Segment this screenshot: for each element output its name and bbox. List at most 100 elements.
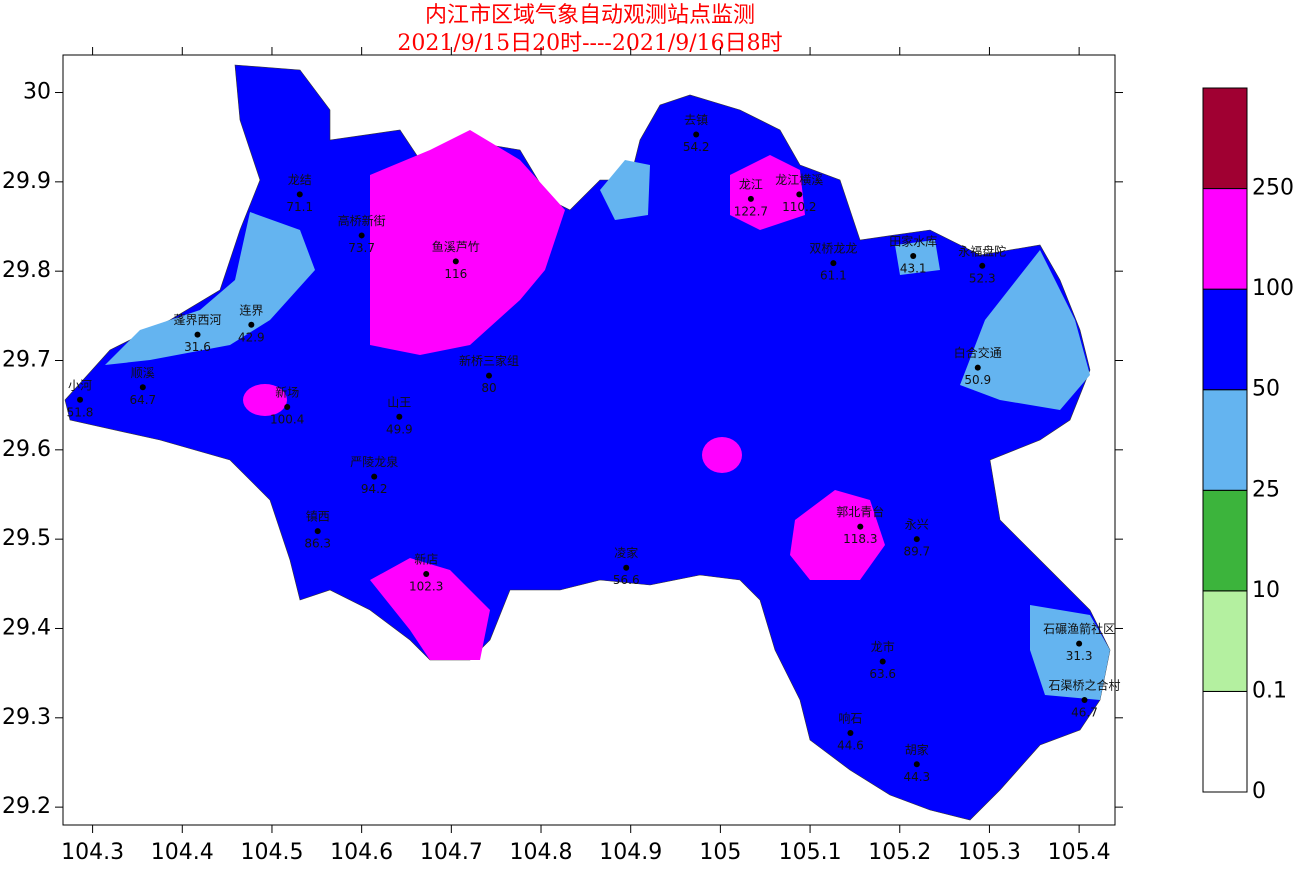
station-dot (423, 570, 430, 577)
legend-label: 10 (1252, 578, 1280, 603)
station-value: 89.7 (903, 545, 930, 559)
station-name: 小河 (68, 378, 92, 392)
station-dot (693, 131, 700, 138)
station-value: 50.9 (964, 373, 991, 387)
legend-swatch (1202, 590, 1248, 692)
station-dot (879, 658, 886, 665)
station-dot (248, 321, 255, 328)
x-tick-label: 104.9 (599, 840, 662, 865)
station-name: 龙江 (739, 177, 763, 191)
legend-label: 0 (1252, 779, 1266, 804)
color-legend: 0 0.1 10 25 50 100 250 (1202, 87, 1294, 804)
station-name: 郭北青台 (836, 504, 884, 519)
station-name: 镇西 (306, 510, 330, 524)
station-value: 118.3 (843, 532, 877, 546)
station-value: 49.9 (386, 422, 413, 436)
y-tick-label: 29.9 (2, 169, 51, 194)
legend-label: 0.1 (1252, 678, 1287, 703)
station-value: 31.3 (1066, 649, 1093, 663)
x-tick-label: 104.7 (420, 840, 483, 865)
region-25-50 (895, 240, 940, 275)
x-tick-label: 105.1 (779, 840, 842, 865)
station-value: 122.7 (734, 204, 768, 218)
region-25-50 (105, 212, 315, 365)
rain-fields (64, 64, 1111, 821)
station-name: 石碾渔箭社区 (1043, 621, 1115, 636)
station-name: 高桥新街 (338, 213, 386, 228)
y-tick-label: 29.5 (2, 526, 51, 551)
station-name: 凌家 (614, 545, 638, 560)
station-dot (847, 729, 854, 736)
region-25-50 (600, 160, 650, 220)
station-dot (194, 331, 201, 338)
station-value: 56.6 (613, 573, 640, 587)
x-tick-label: 104.4 (151, 840, 214, 865)
legend-label: 100 (1252, 276, 1294, 301)
station-dot (913, 536, 920, 543)
station-name: 顺溪 (131, 366, 155, 380)
x-tick-label: 104.3 (61, 840, 124, 865)
y-tick-label: 29.2 (2, 794, 51, 819)
station-value: 51.8 (67, 405, 94, 419)
station-value: 63.6 (869, 667, 896, 681)
station-dot (296, 191, 303, 198)
station-dot (747, 195, 754, 202)
station-value: 54.2 (683, 140, 710, 154)
station-value: 86.3 (304, 537, 331, 551)
y-tick-label: 29.6 (2, 437, 51, 462)
station-name: 石渠桥之合村 (1048, 677, 1120, 692)
station-dot (979, 262, 986, 269)
station-value: 100.4 (270, 412, 304, 426)
legend-label: 250 (1252, 176, 1294, 201)
station-value: 80 (481, 381, 496, 395)
station-dot (284, 403, 291, 410)
station-name: 蓬界西河 (174, 313, 222, 327)
station-name: 永福盘陀 (958, 243, 1006, 258)
station-name: 白合交通 (954, 345, 1002, 360)
title-line: 内江市区域气象自动观测站点监测 (425, 3, 755, 28)
y-tick-label: 29.3 (2, 705, 51, 730)
station-name: 永兴 (905, 518, 929, 532)
y-tick-label: 29.7 (2, 347, 51, 372)
station-name: 龙市 (871, 639, 895, 654)
region-50-100 (64, 64, 1111, 821)
station-name: 严陵龙泉 (350, 455, 398, 469)
station-value: 110.2 (782, 200, 816, 214)
station-dot (371, 473, 378, 480)
station-value: 44.3 (903, 770, 930, 784)
station-value: 46.7 (1071, 705, 1098, 719)
station-name: 龙江横溪 (775, 173, 823, 187)
region-100-250 (243, 384, 287, 416)
region-100-250 (730, 155, 805, 230)
x-tick-label: 104.8 (510, 840, 573, 865)
station-value: 73.7 (348, 241, 375, 255)
station-value: 44.6 (837, 738, 864, 752)
station-name: 新店 (414, 551, 438, 566)
y-tick-label: 29.4 (2, 615, 51, 640)
station-dot (910, 252, 917, 259)
legend-swatch (1202, 288, 1248, 391)
station-dot (139, 384, 146, 391)
y-tick-label: 29.8 (2, 258, 51, 283)
station-name: 新场 (275, 384, 299, 399)
station-name: 响石 (838, 710, 862, 725)
station-value: 94.2 (361, 482, 388, 496)
plot-layer: 104.3 104.4 104.5 104.6 104.7 104.8 104.9 105 10… (2, 47, 1123, 865)
station-value: 43.1 (900, 261, 927, 275)
region-100-250 (370, 130, 565, 355)
legend-swatch (1202, 87, 1248, 190)
station-value: 71.1 (286, 200, 313, 214)
region-100-250 (370, 558, 490, 660)
station-dot (974, 364, 981, 371)
title: 内江市区域气象自动观测站点监测 2021/9/15日20时----2021/9/1… (397, 3, 782, 56)
station-dot (486, 372, 493, 379)
station-dot (396, 413, 403, 420)
region-100-250 (702, 437, 742, 473)
title-line: 2021/9/15日20时----2021/9/16日8时 (397, 31, 782, 56)
legend-label: 25 (1252, 477, 1280, 502)
station-name: 新桥三家组 (459, 353, 519, 368)
legend-swatch (1202, 489, 1248, 592)
station-dot (77, 396, 84, 403)
station-dot (452, 258, 459, 265)
